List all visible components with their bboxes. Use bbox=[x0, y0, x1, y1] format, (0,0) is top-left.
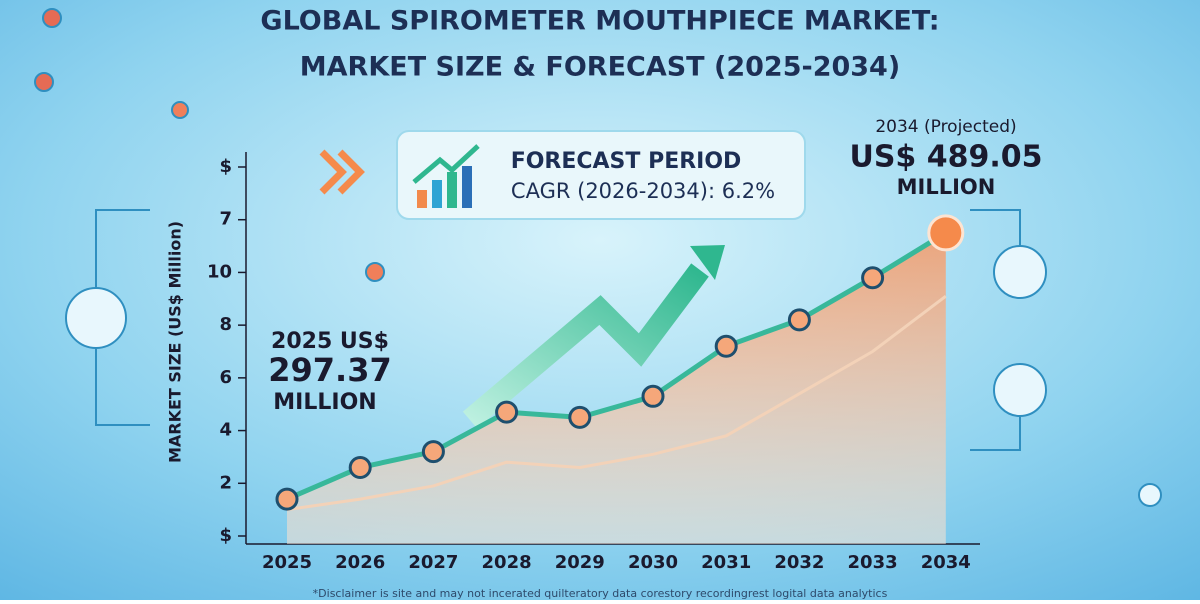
data-point bbox=[861, 266, 885, 290]
data-point bbox=[568, 405, 592, 429]
y-tick-label: 2 bbox=[219, 472, 232, 493]
data-point bbox=[641, 384, 665, 408]
x-tick-label: 2027 bbox=[408, 552, 458, 573]
decorations bbox=[34, 8, 1162, 507]
y-tick-label: 6 bbox=[219, 367, 232, 388]
forecast-period: FORECAST PERIOD bbox=[511, 149, 742, 174]
x-tick-label: 2034 bbox=[921, 552, 971, 573]
x-tick-label: 2028 bbox=[482, 552, 532, 573]
card-icon bbox=[412, 144, 480, 208]
start-unit: MILLION bbox=[273, 390, 376, 415]
chart-title: GLOBAL SPIROMETER MOUTHPIECE MARKET: bbox=[260, 6, 939, 37]
end-year: 2034 (Projected) bbox=[875, 117, 1016, 137]
series-line bbox=[286, 230, 948, 502]
y-axis-label: MARKET SIZE (US$ Million) bbox=[166, 221, 185, 463]
chart-subtitle: MARKET SIZE & FORECAST (2025-2034) bbox=[300, 52, 900, 83]
x-tick-label: 2030 bbox=[628, 552, 678, 573]
area bbox=[287, 232, 946, 544]
x-tick-label: 2031 bbox=[701, 552, 751, 573]
plot: $2 4 6 8 10 7 $2025 2026 2027 2028 2029 2030 2031 203… bbox=[207, 152, 980, 573]
x-tick-label: 2026 bbox=[335, 552, 385, 573]
y-tick-label: 10 bbox=[207, 261, 232, 282]
y-tick-label: $ bbox=[219, 156, 232, 177]
x-tick-label: 2029 bbox=[555, 552, 605, 573]
end-unit: MILLION bbox=[897, 175, 996, 199]
series-line bbox=[286, 294, 947, 512]
y-tick-label: 7 bbox=[219, 209, 232, 230]
x-tick-label: 2025 bbox=[262, 552, 312, 573]
y-tick-label: 4 bbox=[219, 420, 232, 441]
start-year: 2025 US$ bbox=[271, 329, 389, 354]
start-value: 297.37 bbox=[268, 351, 391, 389]
cagr: CAGR (2026-2034): 6.2% bbox=[511, 179, 775, 203]
forecast-card bbox=[396, 130, 806, 220]
data-point bbox=[348, 455, 372, 479]
end-value: US$ 489.05 bbox=[849, 140, 1042, 175]
x-tick-label: 2032 bbox=[774, 552, 824, 573]
x-tick-label: 2033 bbox=[848, 552, 898, 573]
disclaimer: *Disclaimer is site and may not incerate… bbox=[313, 587, 888, 600]
data-point bbox=[495, 400, 519, 424]
data-point bbox=[714, 334, 738, 358]
data-point bbox=[927, 214, 965, 252]
data-point bbox=[421, 440, 445, 464]
data-point bbox=[275, 487, 299, 511]
y-tick-label: 8 bbox=[219, 314, 232, 335]
data-point bbox=[787, 308, 811, 332]
y-tick-label: $ bbox=[219, 525, 232, 546]
